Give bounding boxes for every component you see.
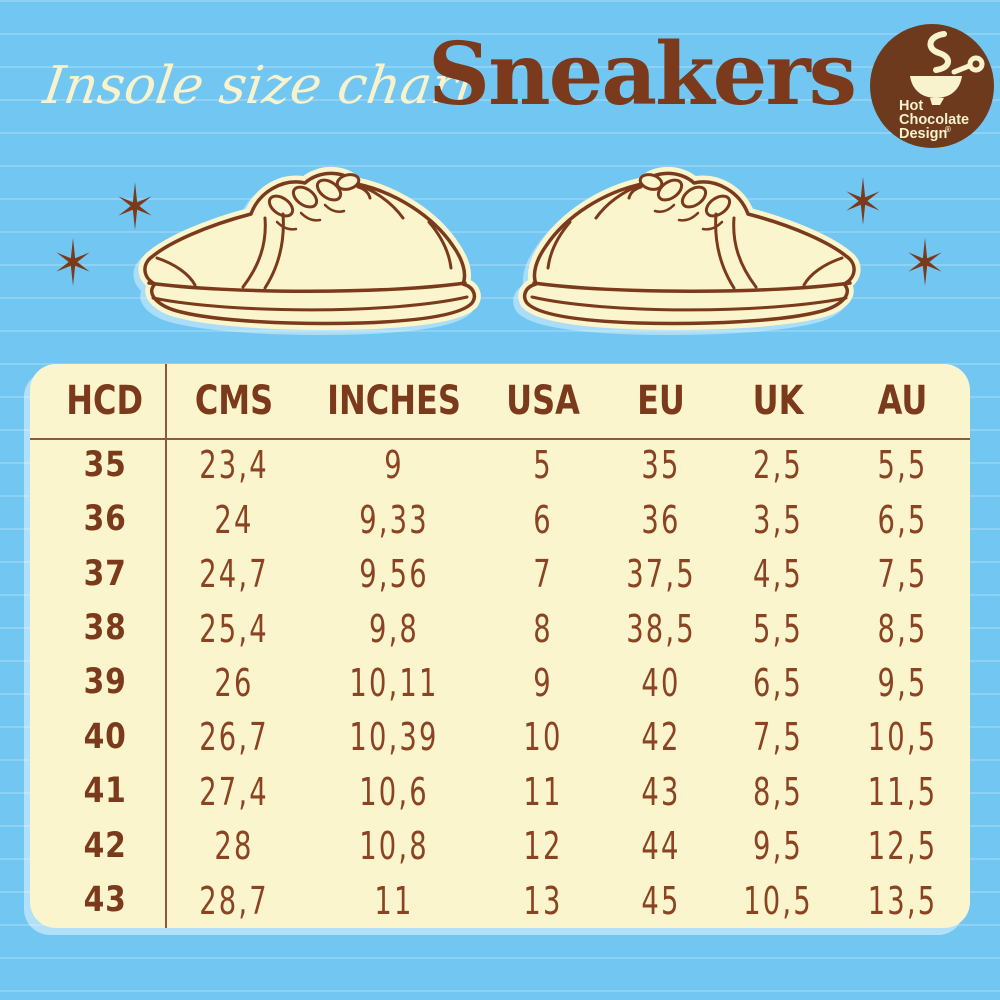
column-header-inches: INCHES xyxy=(327,378,461,424)
size-cell: 40 xyxy=(641,660,681,705)
size-cell: 27,4 xyxy=(199,769,269,814)
size-cell: 25,4 xyxy=(199,606,269,651)
size-row-label: 39 xyxy=(83,662,127,703)
size-cell: 7 xyxy=(533,552,553,597)
size-cell: 10,5 xyxy=(743,878,813,923)
size-cell: 4,5 xyxy=(753,552,803,597)
size-row-label: 37 xyxy=(83,553,127,594)
sneaker-left-illustration xyxy=(133,166,483,331)
size-cell: 10,11 xyxy=(349,660,439,705)
size-cell: 6 xyxy=(533,497,553,542)
size-cell: 12 xyxy=(523,824,563,869)
size-cell: 6,5 xyxy=(753,660,803,705)
size-table-grid: HCD CMS INCHES USA EU UK AU 35 23,4 9 5 35 2,5 5,5 36 2… xyxy=(30,364,970,928)
size-cell: 10,39 xyxy=(349,715,439,760)
size-cell: 11 xyxy=(374,878,414,923)
size-cell: 8 xyxy=(533,606,553,651)
registered-mark: ® xyxy=(945,125,951,134)
size-cell: 10,6 xyxy=(359,769,429,814)
size-row-label: 42 xyxy=(83,825,127,866)
table-header-divider xyxy=(30,438,970,440)
size-cell: 26,7 xyxy=(199,715,269,760)
page-subtitle-script: Insole size chart xyxy=(39,56,482,116)
size-cell: 9,5 xyxy=(877,660,928,705)
size-cell: 28 xyxy=(214,824,254,869)
size-cell: 38,5 xyxy=(626,606,696,651)
logo-text-line2: Chocolate xyxy=(899,112,969,128)
size-cell: 11,5 xyxy=(867,769,938,814)
spoon-ring xyxy=(967,55,985,73)
size-cell: 42 xyxy=(641,715,681,760)
table-vertical-divider xyxy=(165,364,167,928)
spoon-icon xyxy=(951,63,972,75)
size-cell: 26 xyxy=(214,660,254,705)
cup-foot xyxy=(930,98,944,105)
size-row-label: 40 xyxy=(83,716,127,757)
size-cell: 5 xyxy=(533,443,553,488)
column-header-eu: EU xyxy=(637,378,685,424)
size-cell: 13 xyxy=(523,878,563,923)
size-cell: 9,5 xyxy=(753,824,803,869)
sparkle-icon xyxy=(908,238,942,286)
page-title: Sneakers xyxy=(428,24,857,125)
size-cell: 37,5 xyxy=(626,552,696,597)
size-cell: 8,5 xyxy=(753,769,803,814)
size-cell: 7,5 xyxy=(877,552,928,597)
column-header-cms: CMS xyxy=(194,378,274,424)
steam-icon xyxy=(927,31,951,73)
hot-chocolate-design-logo: Hot Chocolate Design ® xyxy=(870,24,994,148)
size-cell: 12,5 xyxy=(867,824,938,869)
logo-text-line3: Design xyxy=(899,126,947,142)
cup-icon xyxy=(910,76,962,98)
size-cell: 36 xyxy=(641,497,681,542)
size-cell: 23,4 xyxy=(199,443,269,488)
size-cell: 43 xyxy=(641,769,681,814)
size-cell: 9 xyxy=(533,660,553,705)
size-cell: 10 xyxy=(523,715,563,760)
size-table: HCD CMS INCHES USA EU UK AU 35 23,4 9 5 35 2,5 5,5 36 2… xyxy=(30,364,970,928)
size-row-label: 41 xyxy=(83,771,127,812)
size-cell: 10,8 xyxy=(359,824,429,869)
size-cell: 13,5 xyxy=(867,878,938,923)
size-row-label: 43 xyxy=(83,880,127,921)
size-cell: 8,5 xyxy=(877,606,928,651)
size-cell: 44 xyxy=(641,824,681,869)
size-cell: 28,7 xyxy=(199,878,269,923)
size-cell: 35 xyxy=(641,443,681,488)
size-cell: 5,5 xyxy=(753,606,803,651)
column-header-uk: UK xyxy=(752,378,804,424)
size-row-label: 38 xyxy=(83,608,127,649)
size-cell: 6,5 xyxy=(877,497,928,542)
size-cell: 7,5 xyxy=(753,715,803,760)
size-cell: 9,8 xyxy=(369,606,419,651)
size-cell: 5,5 xyxy=(877,443,928,488)
logo-text-line1: Hot xyxy=(899,98,923,114)
size-cell: 9,56 xyxy=(359,552,429,597)
column-header-au: AU xyxy=(877,378,928,424)
sneaker-right-illustration xyxy=(516,166,866,331)
size-cell: 11 xyxy=(523,769,563,814)
size-cell: 24 xyxy=(214,497,254,542)
size-row-label: 36 xyxy=(83,499,127,540)
size-cell: 10,5 xyxy=(867,715,938,760)
size-cell: 9,33 xyxy=(359,497,429,542)
sparkle-icon xyxy=(56,238,90,286)
size-row-label: 35 xyxy=(83,444,127,485)
size-cell: 9 xyxy=(384,443,404,488)
column-header-hcd: HCD xyxy=(66,378,144,424)
size-cell: 24,7 xyxy=(199,552,269,597)
size-cell: 3,5 xyxy=(753,497,803,542)
size-cell: 45 xyxy=(641,878,681,923)
size-cell: 2,5 xyxy=(753,443,803,488)
column-header-usa: USA xyxy=(506,378,580,424)
